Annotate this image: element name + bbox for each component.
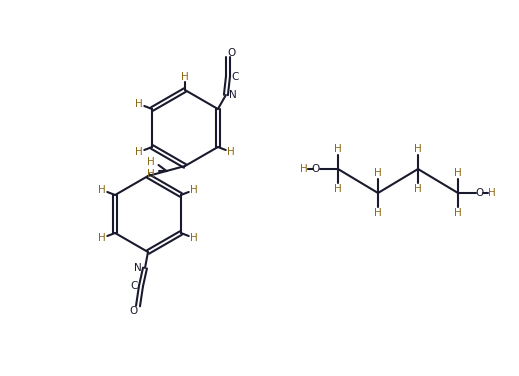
Text: O: O — [312, 164, 320, 174]
Text: N: N — [134, 263, 142, 273]
Text: H: H — [147, 157, 154, 167]
Text: H: H — [454, 208, 462, 218]
Text: H: H — [190, 233, 198, 243]
Text: H: H — [98, 233, 106, 243]
Text: H: H — [300, 164, 308, 174]
Text: H: H — [414, 184, 422, 194]
Text: H: H — [98, 185, 106, 195]
Text: H: H — [181, 72, 189, 82]
Text: H: H — [454, 168, 462, 178]
Text: C: C — [130, 281, 138, 291]
Text: C: C — [231, 72, 239, 82]
Text: H: H — [135, 147, 143, 157]
Text: N: N — [229, 90, 237, 100]
Text: H: H — [147, 169, 154, 179]
Text: H: H — [414, 144, 422, 154]
Text: H: H — [135, 99, 143, 109]
Text: O: O — [476, 188, 484, 198]
Text: H: H — [488, 188, 496, 198]
Text: H: H — [374, 208, 382, 218]
Text: H: H — [190, 185, 198, 195]
Text: H: H — [334, 144, 342, 154]
Text: H: H — [227, 147, 235, 157]
Text: H: H — [334, 184, 342, 194]
Text: O: O — [228, 48, 236, 58]
Text: H: H — [374, 168, 382, 178]
Text: O: O — [129, 306, 137, 316]
